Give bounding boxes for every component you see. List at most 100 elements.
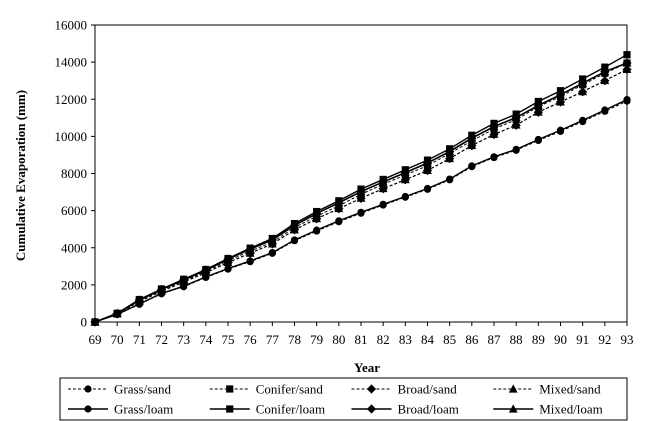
y-tick-label: 14000 (55, 55, 88, 70)
x-tick-label: 79 (310, 332, 323, 347)
y-tick-label: 2000 (61, 277, 87, 292)
data-point (356, 186, 366, 196)
y-tick-label: 16000 (55, 18, 88, 33)
data-point (423, 158, 432, 167)
data-point (400, 167, 410, 177)
data-point (512, 145, 520, 153)
data-point (622, 64, 632, 73)
x-tick-label: 81 (355, 332, 368, 347)
x-tick-label: 75 (222, 332, 235, 347)
data-point (423, 165, 432, 174)
legend-item: Broad/loam (351, 402, 459, 417)
data-point (267, 235, 277, 244)
data-point (423, 184, 432, 193)
legend-swatch-marker (366, 384, 377, 394)
data-point (400, 175, 410, 184)
legend-item: Mixed/sand (493, 382, 601, 397)
data-point (511, 120, 521, 129)
data-point (556, 97, 565, 106)
data-point (534, 135, 542, 144)
legend-swatch-marker (366, 404, 377, 414)
x-tick-label: 88 (510, 332, 523, 347)
data-point (445, 153, 455, 163)
data-point (180, 282, 188, 290)
data-point (157, 284, 166, 294)
data-point (578, 78, 588, 87)
x-tick-label: 71 (133, 332, 146, 347)
data-point (467, 133, 477, 142)
x-tick-label: 70 (111, 332, 124, 347)
x-tick-label: 84 (421, 332, 435, 347)
data-point (334, 203, 344, 213)
legend-swatch-marker (84, 385, 92, 393)
plot-frame (94, 24, 628, 323)
data-point (401, 192, 409, 201)
y-tick-label: 10000 (55, 129, 88, 144)
data-point (356, 193, 366, 202)
data-point (246, 257, 254, 265)
data-point (578, 87, 588, 96)
legend-label: Mixed/loam (539, 402, 603, 417)
data-point (445, 146, 455, 156)
data-point (290, 236, 299, 244)
data-point (90, 317, 100, 326)
axes: 0 2000 4000 6000 8000 10000 12000 14000 16000 69 7… (13, 18, 634, 376)
x-tick-label: 72 (155, 332, 168, 347)
x-tick-label: 74 (199, 332, 213, 347)
data-point (467, 140, 477, 150)
legend-label: Grass/sand (114, 382, 172, 397)
x-tick-label: 90 (554, 332, 567, 347)
legend-label: Grass/loam (114, 402, 173, 417)
x-tick-label: 91 (576, 332, 589, 347)
legend-item: Conifer/loam (209, 402, 325, 417)
y-tick-label: 0 (81, 315, 88, 330)
data-point (623, 51, 631, 59)
legend-item: Mixed/loam (493, 402, 603, 417)
x-tick-label: 93 (621, 332, 634, 347)
data-point (335, 217, 343, 225)
y-tick-label: 12000 (55, 92, 88, 107)
legend-swatch-marker (508, 384, 518, 393)
data-point (245, 244, 255, 253)
legend-item: Grass/loam (68, 402, 173, 417)
data-point (357, 208, 365, 216)
data-point (556, 90, 565, 99)
data-point (446, 175, 454, 183)
legend: Grass/sand Conifer/sand Broad/sand Mixed/sa… (59, 377, 628, 421)
x-tick-label: 78 (288, 332, 301, 347)
y-axis-label: Cumulative Evaporation (mm) (13, 90, 28, 261)
y-tick-label: 8000 (61, 166, 87, 181)
x-tick-label: 73 (177, 332, 190, 347)
data-point (533, 100, 543, 109)
legend-swatch-marker (226, 385, 234, 393)
data-point (224, 264, 232, 273)
data-point (600, 66, 610, 76)
data-point (533, 107, 543, 116)
data-point (334, 198, 344, 207)
series-grass-loam (91, 96, 631, 326)
data-point (312, 208, 322, 218)
legend-item: Grass/sand (68, 382, 172, 397)
data-point (379, 200, 387, 208)
data-point (600, 75, 610, 85)
legend-box (59, 377, 628, 421)
data-point (202, 273, 210, 281)
data-point (268, 248, 276, 257)
x-tick-label: 86 (465, 332, 479, 347)
data-point (223, 254, 233, 263)
y-tick-label: 4000 (61, 240, 87, 255)
x-tick-label: 76 (244, 332, 258, 347)
legend-item: Conifer/sand (209, 382, 323, 397)
series-mixed-loam (90, 58, 632, 326)
x-axis-label: Year (354, 360, 380, 375)
data-point (290, 220, 299, 229)
x-tick-label: 92 (598, 332, 611, 347)
data-point (179, 275, 189, 284)
y-tick-label: 6000 (61, 203, 87, 218)
data-point (579, 116, 587, 125)
data-point (489, 121, 499, 131)
data-point (623, 96, 631, 104)
legend-item: Broad/sand (351, 382, 457, 397)
data-point (378, 177, 388, 186)
